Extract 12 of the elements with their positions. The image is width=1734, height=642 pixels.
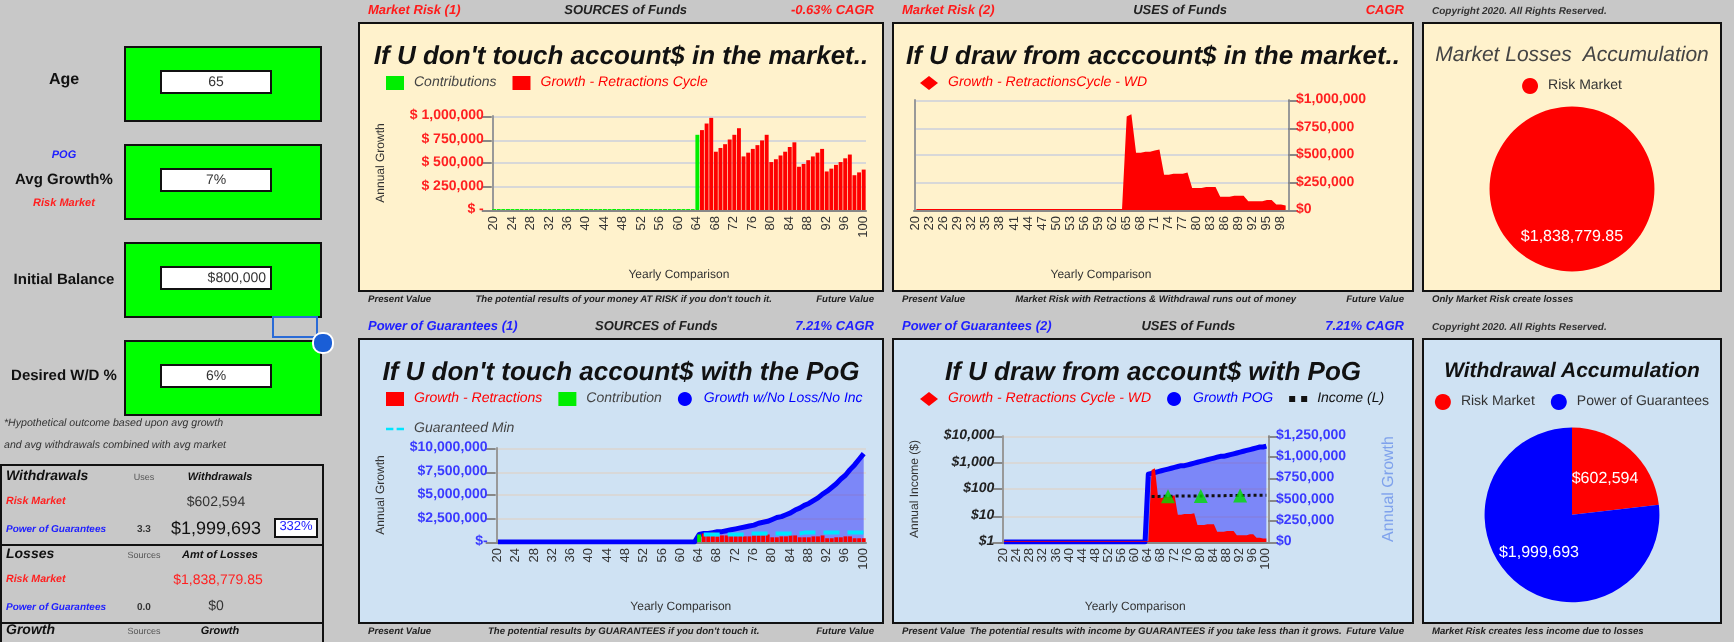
chart-title: If U draw from account$ with PoG xyxy=(944,356,1362,386)
text: Age xyxy=(46,70,82,90)
data-label: $1,838,779.85 xyxy=(1520,227,1625,246)
chart-title: If U don't touch account$ with the PoG xyxy=(382,356,860,386)
data-label: $1,999,693 xyxy=(1498,542,1581,561)
data-label: $602,594 xyxy=(1571,468,1640,487)
chart-title: If U draw from acccount$ in the market.. xyxy=(905,40,1401,70)
text: $1,999,693 xyxy=(168,518,264,540)
y2-axis-title: Annual Growth xyxy=(1379,436,1397,542)
chart-title: Market Losses Accumulation xyxy=(1435,43,1710,67)
chart-title: Withdrawal Accumulation xyxy=(1444,359,1700,383)
chart-title: If U don't touch account$ in the market.. xyxy=(373,40,869,70)
